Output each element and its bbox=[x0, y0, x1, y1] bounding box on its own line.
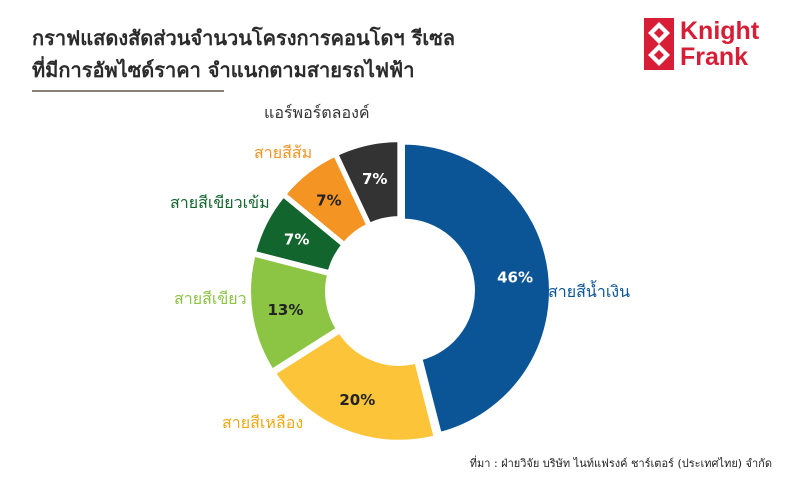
logo-line-2: Frank bbox=[680, 43, 749, 71]
slice-6 bbox=[333, 138, 402, 228]
title-line-2: ที่มีการอัพไซด์ราคา จำแนกตามสายรถไฟฟ้า bbox=[32, 58, 415, 82]
title-line-1: กราฟแสดงสัดส่วนจำนวนโครงการคอนโดฯ รีเซล bbox=[32, 26, 456, 50]
slice-category-label-3: สายสีเขียว bbox=[174, 289, 247, 308]
slice-value-label-2: 20% bbox=[339, 391, 375, 409]
slice-category-label-5: สายสีส้ม bbox=[254, 143, 312, 162]
slice-value-label-4: 7% bbox=[284, 230, 309, 248]
source-note: ที่มา : ฝ่ายวิจัย บริษัท ไนท์แฟรงค์ ชาร์… bbox=[469, 457, 772, 470]
slice-value-label-5: 7% bbox=[316, 191, 341, 209]
slice-value-label-3: 13% bbox=[267, 301, 303, 319]
logo-line-1: Knight bbox=[680, 17, 760, 45]
logo-wordmark: Knight Frank bbox=[680, 18, 759, 70]
slice-2 bbox=[271, 328, 439, 444]
slice-category-label-6: แอร์พอร์ตลองค์ bbox=[264, 103, 370, 122]
slice-1 bbox=[400, 140, 553, 437]
slice-category-label-1: สายสีน้ำเงิน bbox=[548, 280, 630, 301]
slice-value-label-6: 7% bbox=[362, 170, 387, 188]
logo-emblem-icon bbox=[644, 18, 674, 70]
slice-value-label-1: 46% bbox=[497, 268, 533, 286]
slice-category-label-2: สายสีเหลือง bbox=[222, 413, 303, 432]
slice-category-label-4: สายสีเขียวเข้ม bbox=[170, 193, 270, 212]
title-divider bbox=[32, 90, 224, 92]
knight-frank-logo: Knight Frank bbox=[644, 18, 784, 78]
chart-title: กราฟแสดงสัดส่วนจำนวนโครงการคอนโดฯ รีเซล … bbox=[32, 22, 592, 86]
